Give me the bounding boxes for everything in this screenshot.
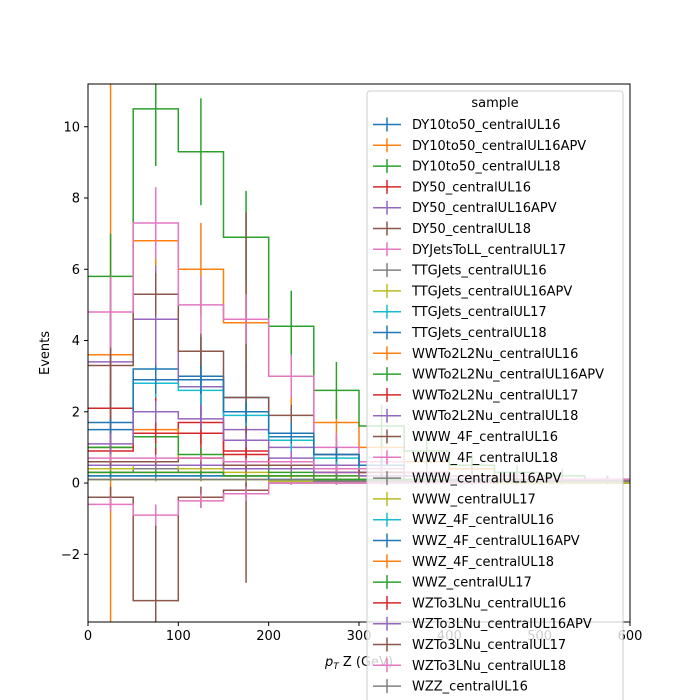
- legend-label: WWTo2L2Nu_centralUL18: [412, 409, 578, 424]
- y-axis: −2 0 2 4 6 8 10: [61, 120, 88, 563]
- legend-label: TTGJets_centralUL16: [411, 264, 547, 279]
- x-tick-label: 0: [84, 629, 92, 644]
- legend-entry: TTGJets_centralUL17: [373, 304, 547, 320]
- x-tick-label: 200: [256, 629, 281, 644]
- legend-label: DY10to50_centralUL16APV: [412, 139, 586, 154]
- legend-entry: DY10to50_centralUL16: [373, 117, 561, 133]
- legend-entry: TTGJets_centralUL16APV: [373, 283, 572, 299]
- legend-label: WZTo3LNu_centralUL17: [412, 638, 566, 653]
- y-tick-label: −2: [61, 548, 80, 563]
- y-tick-label: 4: [72, 334, 80, 349]
- x-tick-label: 300: [347, 629, 372, 644]
- legend-entry: WWZ_centralUL17: [373, 575, 532, 591]
- y-tick-label: 0: [72, 477, 80, 492]
- legend-label: WWW_4F_centralUL18: [412, 451, 558, 466]
- legend-entry: TTGJets_centralUL16: [373, 263, 547, 279]
- legend-label: WZTo3LNu_centralUL18: [412, 659, 566, 674]
- legend-label: DY50_centralUL18: [412, 222, 531, 237]
- legend-entry: WZTo3LNu_centralUL16APV: [373, 616, 592, 632]
- legend-label: DYJetsToLL_centralUL17: [412, 243, 566, 258]
- legend-entry: WZTo3LNu_centralUL16: [373, 595, 566, 611]
- y-tick-label: 6: [72, 263, 80, 278]
- legend-entry: WZZ_centralUL16: [373, 679, 528, 695]
- legend-entry: WWTo2L2Nu_centralUL16APV: [373, 367, 604, 383]
- legend-entry: WWZ_4F_centralUL16: [373, 512, 554, 528]
- legend-entry: DYJetsToLL_centralUL17: [373, 242, 566, 258]
- legend-entry: WWW_4F_centralUL18: [373, 450, 558, 466]
- legend-entry: WWW_centralUL16APV: [373, 471, 561, 487]
- legend-label: WWW_centralUL17: [412, 492, 536, 507]
- legend-title: sample: [471, 96, 518, 111]
- legend-entry: WWZ_4F_centralUL16APV: [373, 533, 580, 549]
- legend-items: DY10to50_centralUL16 DY10to50_centralUL16…: [373, 117, 604, 695]
- legend-entry: WWZ_4F_centralUL18: [373, 554, 554, 570]
- legend-entry: DY50_centralUL16: [373, 179, 531, 195]
- legend-label: WWTo2L2Nu_centralUL16APV: [412, 368, 604, 383]
- legend-box: [366, 90, 624, 700]
- legend-label: WWZ_4F_centralUL16: [412, 513, 554, 528]
- legend-label: WZZ_centralUL16: [412, 680, 528, 695]
- legend-entry: DY10to50_centralUL18: [373, 159, 561, 175]
- legend-label: WWZ_centralUL17: [412, 576, 532, 591]
- legend-label: DY50_centralUL16APV: [412, 201, 557, 216]
- legend-label: WWZ_4F_centralUL16APV: [412, 534, 580, 549]
- legend-entry: DY10to50_centralUL16APV: [373, 138, 586, 154]
- legend: sample DY10to50_centralUL16DY10to50_cent…: [366, 90, 624, 700]
- legend-entry: WWTo2L2Nu_centralUL16: [373, 346, 578, 362]
- legend-entry: WZTo3LNu_centralUL18: [373, 658, 566, 674]
- legend-label: DY10to50_centralUL18: [412, 160, 561, 175]
- legend-label: WZTo3LNu_centralUL16APV: [412, 617, 592, 632]
- y-tick-label: 8: [72, 192, 80, 207]
- legend-label: TTGJets_centralUL17: [411, 305, 547, 320]
- legend-label: WZTo3LNu_centralUL16: [412, 596, 566, 611]
- legend-entry: WWTo2L2Nu_centralUL18: [373, 408, 578, 424]
- legend-label: WWTo2L2Nu_centralUL17: [412, 388, 578, 403]
- legend-label: TTGJets_centralUL18: [411, 326, 547, 341]
- legend-entry: DY50_centralUL16APV: [373, 200, 557, 216]
- legend-label: TTGJets_centralUL16APV: [411, 284, 572, 299]
- legend-entry: WZTo3LNu_centralUL17: [373, 637, 566, 653]
- legend-label: WWZ_4F_centralUL18: [412, 555, 554, 570]
- y-axis-label: Events: [38, 331, 53, 375]
- legend-label: DY50_centralUL16: [412, 180, 531, 195]
- legend-label: DY10to50_centralUL16: [412, 118, 561, 133]
- legend-label: WWW_4F_centralUL16: [412, 430, 558, 445]
- x-tick-label: 100: [166, 629, 191, 644]
- legend-entry: DY50_centralUL18: [373, 221, 531, 237]
- y-tick-label: 2: [72, 405, 80, 420]
- legend-entry: WWW_centralUL17: [373, 491, 536, 507]
- legend-entry: WWTo2L2Nu_centralUL17: [373, 387, 578, 403]
- y-tick-label: 10: [63, 120, 80, 135]
- legend-label: WWTo2L2Nu_centralUL16: [412, 347, 578, 362]
- legend-entry: TTGJets_centralUL18: [373, 325, 547, 341]
- x-tick-label: 600: [618, 629, 643, 644]
- legend-label: WWW_centralUL16APV: [412, 472, 561, 487]
- legend-entry: WWW_4F_centralUL16: [373, 429, 558, 445]
